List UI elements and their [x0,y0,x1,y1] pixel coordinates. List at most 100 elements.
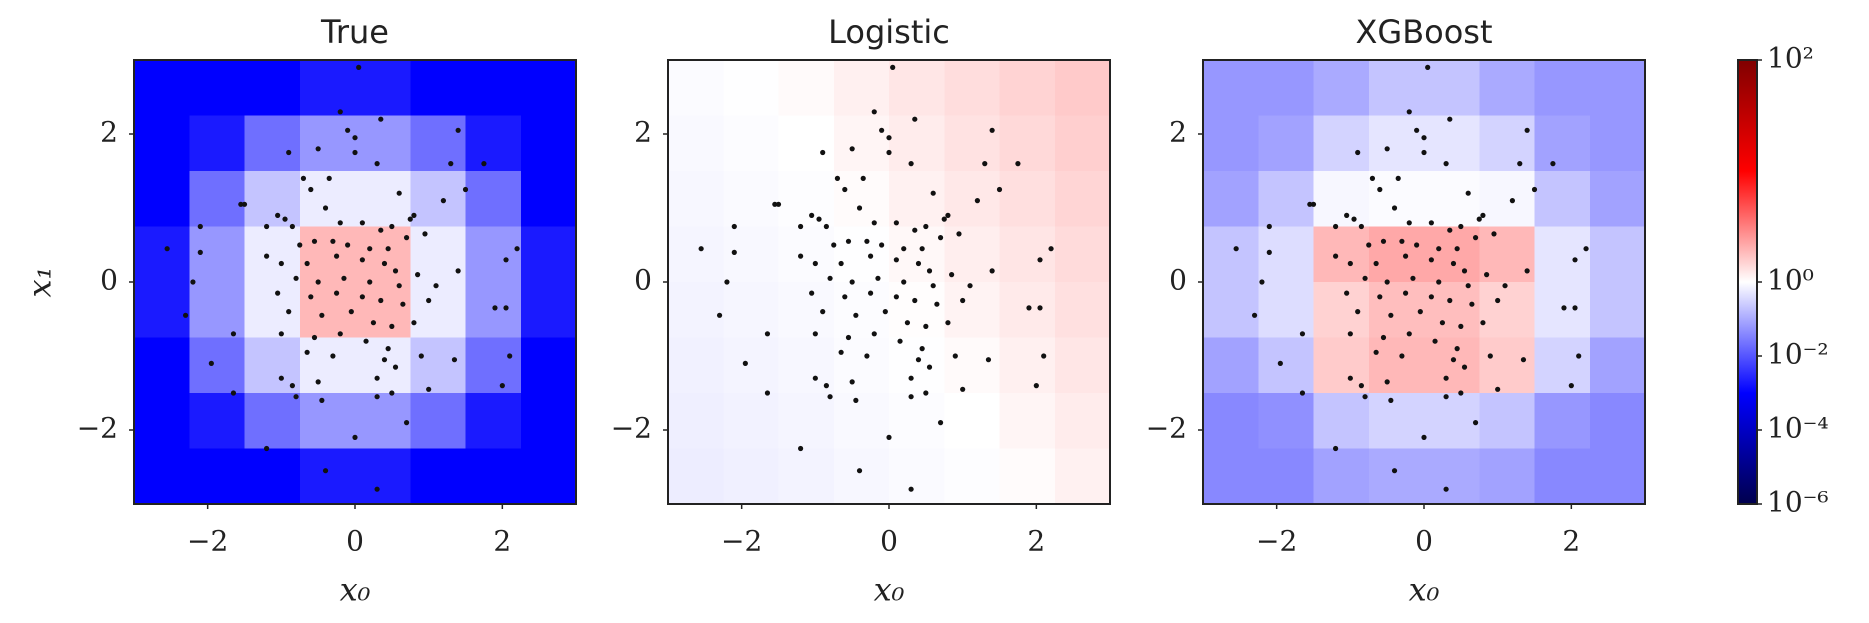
heat-cell [465,226,522,283]
heat-cell [1203,226,1259,283]
point [356,64,362,70]
heat-cell [1534,337,1591,394]
heat-cell [778,282,835,339]
x-tick-label: −2 [187,525,228,558]
heat-cell [299,393,356,450]
colorbar-tick-label: 10⁻⁶ [1767,486,1829,519]
point [923,323,929,329]
point [860,175,866,181]
point [856,205,863,211]
point [1299,331,1306,337]
point [378,227,384,233]
point [937,235,944,241]
heat-cell [1424,115,1480,172]
point [1380,238,1387,244]
point [1531,186,1538,193]
heat-cell [410,115,467,172]
point [934,301,940,307]
point [337,331,343,337]
heat-cell [889,337,945,394]
point [374,375,380,381]
point [856,468,863,474]
heat-cell [465,393,522,450]
point [867,290,874,296]
y-tick-label: 0 [1169,264,1187,297]
point [827,275,833,281]
point [893,257,899,263]
point [378,116,384,122]
point [820,309,826,315]
heat-cell [1054,393,1111,450]
point [1461,268,1468,274]
point [1447,116,1453,122]
point [481,161,487,167]
colorbar-tick-label: 10⁰ [1767,264,1814,297]
point [1380,334,1387,341]
point [731,223,737,230]
heat-cell [299,115,356,172]
point [275,290,281,296]
panel: −2 0 2 −2 0 2 Logistic x₀ [611,13,1111,609]
panel-title: Logistic [828,13,950,51]
point [352,434,358,440]
point [359,294,365,300]
heat-cell [189,448,246,505]
point [886,149,892,156]
colorbar-tick-label: 10² [1767,42,1814,75]
point [1491,231,1497,237]
heat-cell [723,282,780,339]
point [389,323,395,329]
point [462,186,469,193]
point [1307,201,1313,207]
heat-cell [299,226,356,283]
point [1402,290,1409,296]
point [834,175,841,181]
point [875,275,881,281]
heat-cell [1313,115,1370,172]
point [867,253,874,259]
point [915,357,922,363]
point [1347,375,1353,381]
point [418,353,424,359]
heat-cell [1534,60,1591,117]
point [422,231,428,237]
point [842,294,848,300]
point [912,297,918,304]
point [455,268,461,274]
point [1421,149,1427,156]
colorbar [1737,59,1758,505]
heat-cell [1054,115,1111,172]
heat-cell [1479,282,1536,339]
point [1443,375,1449,381]
point [886,135,892,141]
heat-cell [465,60,522,117]
point [1443,486,1449,492]
heat-cell [944,171,1001,228]
heat-cell [1589,337,1646,394]
point [974,198,981,204]
point [1299,390,1306,396]
point [1454,246,1460,252]
point [893,294,899,300]
heat-cell [134,337,190,394]
point [315,379,321,385]
point [1377,186,1383,193]
point [1428,294,1434,300]
point [315,279,321,285]
point [1436,246,1442,252]
heat-cell [244,448,301,505]
point [392,364,399,370]
point [1410,275,1416,281]
point [937,420,944,426]
point [1484,272,1490,278]
heat-cell [889,115,945,172]
heat-cell [944,60,1001,117]
point [871,331,877,337]
point [359,220,365,226]
heat-cell [1368,337,1425,394]
point [823,383,829,389]
point [1388,312,1394,318]
point [385,246,391,252]
point [352,149,358,156]
point [1458,223,1464,230]
